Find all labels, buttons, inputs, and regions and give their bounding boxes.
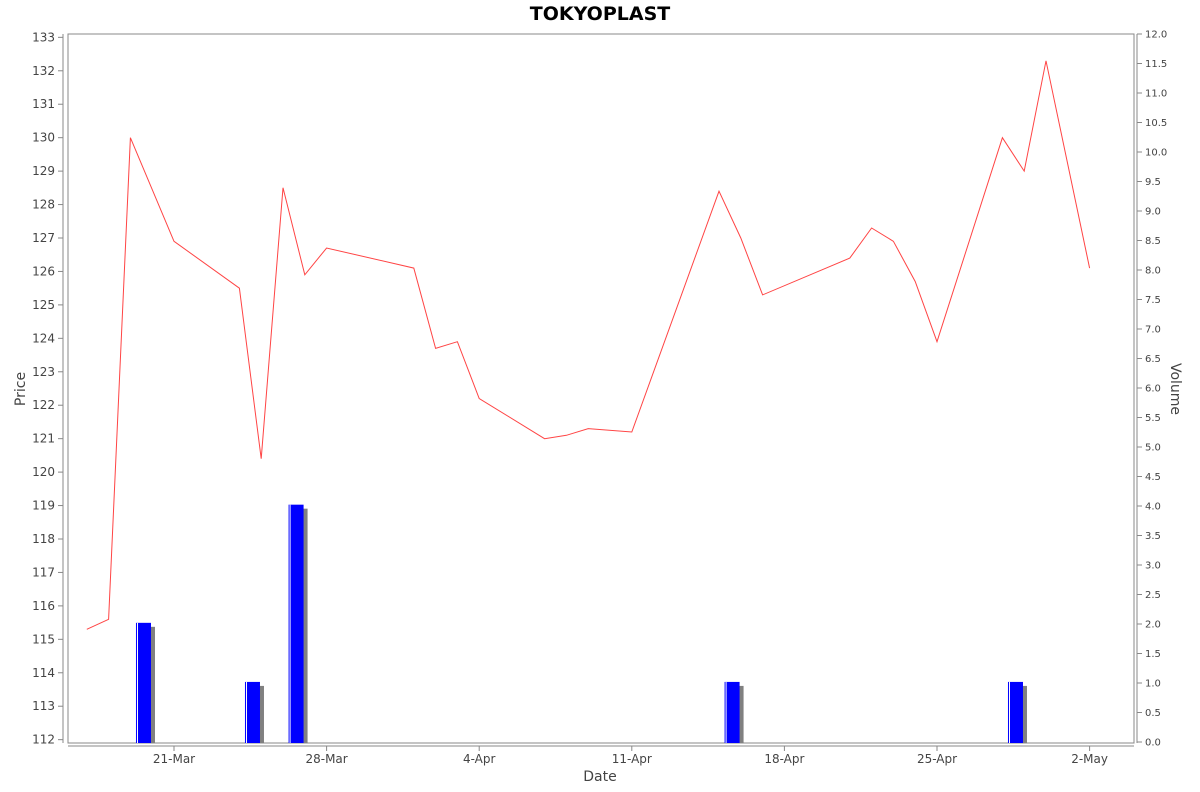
left-tick-label: 131 — [32, 97, 55, 111]
right-tick-label: 6.5 — [1145, 354, 1161, 365]
right-tick-label: 3.0 — [1145, 561, 1161, 572]
right-tick-label: 2.0 — [1145, 620, 1161, 631]
right-tick-label: 7.0 — [1145, 325, 1161, 336]
x-tick-label: 28-Mar — [305, 752, 347, 766]
volume-bar — [135, 622, 155, 743]
plot-area — [67, 33, 1135, 744]
x-tick-label: 21-Mar — [153, 752, 195, 766]
right-tick-label: 4.0 — [1145, 502, 1161, 513]
left-tick-label: 116 — [32, 599, 55, 613]
volume-bar-fill — [135, 622, 151, 743]
right-tick-label: 11.0 — [1145, 89, 1167, 100]
right-tick-label: 0.0 — [1145, 738, 1161, 749]
left-tick-label: 115 — [32, 632, 55, 646]
left-axis-ticks: 112 113 114 115 116 117 118 119 120 121 122 123 124 1… — [32, 30, 63, 747]
left-tick-label: 114 — [32, 666, 55, 680]
right-tick-label: 2.5 — [1145, 590, 1161, 601]
left-tick-label: 119 — [32, 499, 55, 513]
x-tick-label: 4-Apr — [463, 752, 496, 766]
right-tick-label: 4.5 — [1145, 472, 1161, 483]
x-tick-label: 18-Apr — [764, 752, 804, 766]
volume-bar-fill — [288, 504, 304, 743]
right-tick-label: 8.5 — [1145, 236, 1161, 247]
x-axis-label: Date — [583, 769, 616, 785]
volume-bar-fill — [724, 681, 740, 743]
right-tick-label: 5.5 — [1145, 413, 1161, 424]
right-tick-label: 11.5 — [1145, 59, 1167, 70]
right-tick-label: 7.5 — [1145, 295, 1161, 306]
right-tick-label: 1.5 — [1145, 649, 1161, 660]
right-tick-label: 8.0 — [1145, 266, 1161, 277]
volume-bar — [288, 504, 308, 743]
left-tick-label: 112 — [32, 733, 55, 747]
right-axis-ticks: 0.0 0.5 1.0 1.5 2.0 2.5 3.0 3.5 4.0 4.5 5.0 5.5 6.0 6… — [1137, 30, 1167, 749]
x-tick-label: 11-Apr — [612, 752, 652, 766]
left-tick-label: 124 — [32, 331, 55, 345]
left-tick-label: 123 — [32, 365, 55, 379]
right-tick-label: 10.5 — [1145, 118, 1167, 129]
left-tick-label: 118 — [32, 532, 55, 546]
x-tick-label: 25-Apr — [917, 752, 957, 766]
left-tick-label: 121 — [32, 432, 55, 446]
left-tick-label: 132 — [32, 64, 55, 78]
left-tick-label: 129 — [32, 164, 55, 178]
left-tick-label: 126 — [32, 264, 55, 278]
volume-bar — [1007, 681, 1027, 743]
left-tick-label: 122 — [32, 398, 55, 412]
right-tick-label: 1.0 — [1145, 679, 1161, 690]
left-axis-label: Price — [13, 372, 29, 406]
right-tick-label: 10.0 — [1145, 148, 1167, 159]
left-tick-label: 130 — [32, 131, 55, 145]
right-tick-label: 9.0 — [1145, 207, 1161, 218]
left-tick-label: 128 — [32, 198, 55, 212]
volume-bar — [724, 681, 744, 743]
right-tick-label: 3.5 — [1145, 531, 1161, 542]
right-tick-label: 12.0 — [1145, 30, 1167, 41]
left-tick-label: 120 — [32, 465, 55, 479]
right-axis-label: Volume — [1167, 363, 1183, 415]
left-tick-label: 113 — [32, 699, 55, 713]
left-tick-label: 133 — [32, 30, 55, 44]
right-tick-label: 6.0 — [1145, 384, 1161, 395]
left-tick-label: 117 — [32, 565, 55, 579]
volume-bar-fill — [1007, 681, 1023, 743]
left-tick-label: 125 — [32, 298, 55, 312]
right-tick-label: 9.5 — [1145, 177, 1161, 188]
right-tick-label: 5.0 — [1145, 443, 1161, 454]
volume-bar — [244, 681, 264, 743]
chart-title: TOKYOPLAST — [530, 3, 670, 25]
x-tick-label: 2-May — [1071, 752, 1108, 766]
volume-bars — [135, 504, 1027, 743]
left-tick-label: 127 — [32, 231, 55, 245]
x-axis-ticks: 21-Mar 28-Mar 4-Apr 11-Apr 18-Apr 25-Apr 2-May — [153, 746, 1108, 766]
price-line — [86, 60, 1091, 630]
volume-bar-fill — [244, 681, 260, 743]
right-tick-label: 0.5 — [1145, 708, 1161, 719]
